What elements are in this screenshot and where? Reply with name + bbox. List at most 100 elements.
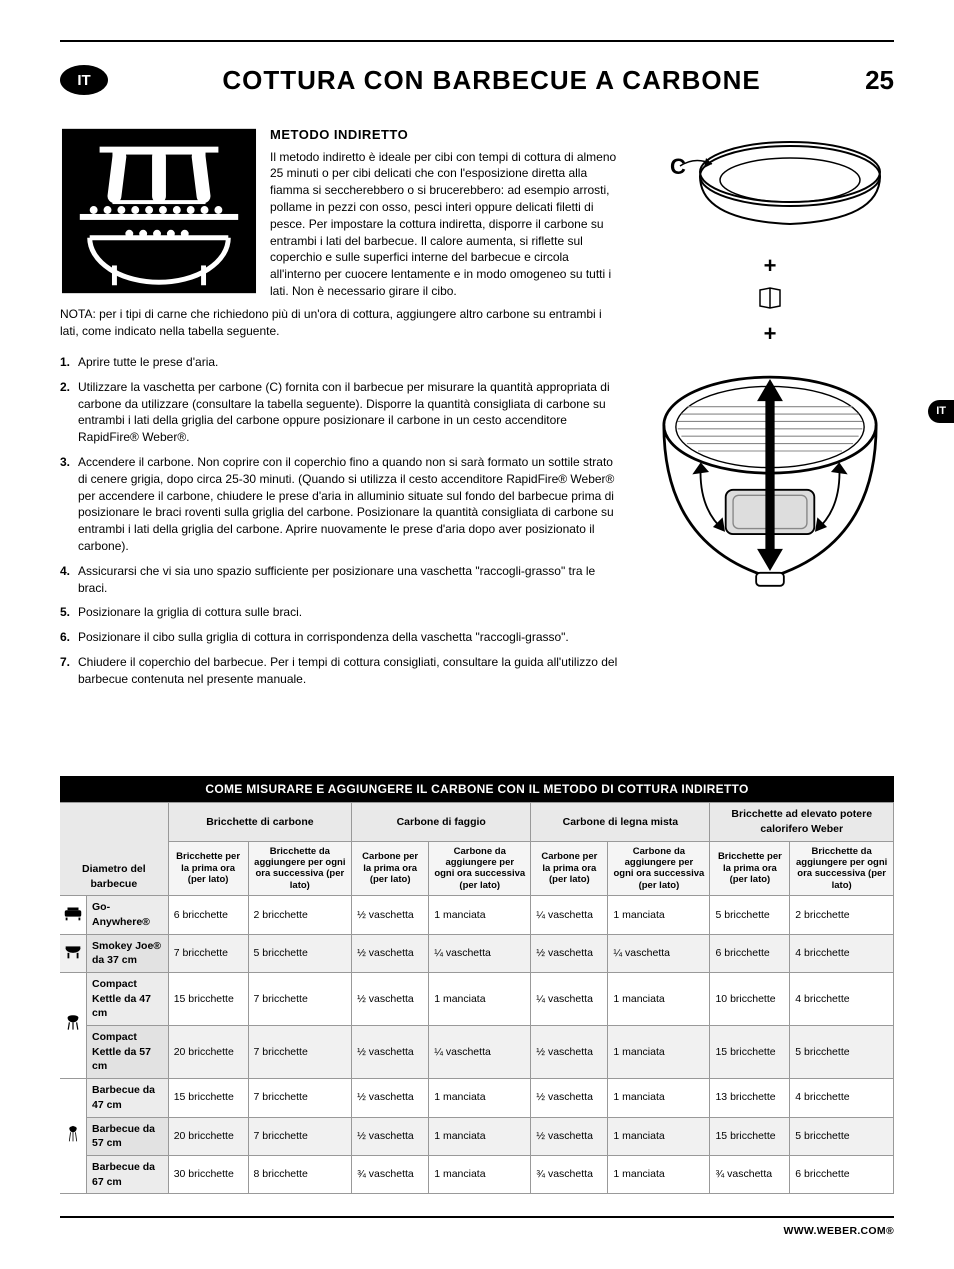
data-cell: ½ vaschetta (531, 934, 608, 972)
data-cell: 30 bricchette (168, 1155, 248, 1193)
charcoal-table: Diametro del barbecue Bricchette di carb… (60, 802, 894, 1194)
page-title: COTTURA CON BARBECUE A CARBONE (148, 62, 835, 98)
step-text: Posizionare il cibo sulla griglia di cot… (78, 629, 620, 646)
bbq-icon-cell (60, 934, 87, 972)
data-cell: ¾ vaschetta (531, 1155, 608, 1193)
data-cell: 10 bricchette (710, 973, 790, 1026)
step-3: 3.Accendere il carbone. Non coprire con … (60, 454, 620, 555)
data-cell: ½ vaschetta (352, 1117, 429, 1155)
sub-header: Bricchette da aggiungere per ogni ora su… (248, 841, 352, 896)
data-cell: ¾ vaschetta (710, 1155, 790, 1193)
data-cell: ½ vaschetta (531, 1026, 608, 1079)
data-cell: ¼ vaschetta (429, 1026, 531, 1079)
top-rule (60, 40, 894, 42)
method-illustration (60, 126, 258, 296)
model-cell: Barbecue da 47 cm (87, 1079, 169, 1117)
diagram-tray: C (640, 132, 900, 247)
bbq-icon-cell (60, 973, 87, 1079)
table-row: Barbecue da 57 cm 20 bricchette7 bricche… (60, 1117, 894, 1155)
data-cell: ½ vaschetta (352, 973, 429, 1026)
steps-list: 1.Aprire tutte le prese d'aria. 2.Utiliz… (60, 354, 620, 688)
data-cell: 4 bricchette (790, 1079, 894, 1117)
data-cell: 7 bricchette (248, 1026, 352, 1079)
sub-header: Carbone per la prima ora (per lato) (531, 841, 608, 896)
table-row: Compact Kettle da 57 cm 20 bricchette7 b… (60, 1026, 894, 1079)
data-cell: 4 bricchette (790, 934, 894, 972)
data-cell: 5 bricchette (710, 896, 790, 934)
step-text: Posizionare la griglia di cottura sulle … (78, 604, 620, 621)
data-cell: 1 manciata (429, 1079, 531, 1117)
data-cell: 6 bricchette (168, 896, 248, 934)
data-cell: 1 manciata (429, 896, 531, 934)
table-group-header: Diametro del barbecue Bricchette di carb… (60, 803, 894, 841)
data-cell: 15 bricchette (168, 1079, 248, 1117)
data-cell: 7 bricchette (168, 934, 248, 972)
data-cell: 15 bricchette (168, 973, 248, 1026)
step-7: 7.Chiudere il coperchio del barbecue. Pe… (60, 654, 620, 688)
data-cell: ¾ vaschetta (352, 1155, 429, 1193)
table-row: Barbecue da 47 cm 15 bricchette7 bricche… (60, 1079, 894, 1117)
sub-header: Carbone da aggiungere per ogni ora succe… (608, 841, 710, 896)
data-cell: ¼ vaschetta (429, 934, 531, 972)
left-column: METODO INDIRETTO Il metodo indiretto è i… (60, 126, 620, 695)
sub-header: Bricchette da aggiungere per ogni ora su… (790, 841, 894, 896)
step-number: 5. (60, 604, 78, 621)
model-cell: Barbecue da 67 cm (87, 1155, 169, 1193)
data-cell: 1 manciata (608, 1155, 710, 1193)
table-row: Go-Anywhere® 6 bricchette2 bricchette½ v… (60, 896, 894, 934)
data-cell: 5 bricchette (790, 1117, 894, 1155)
model-cell: Smokey Joe® da 37 cm (87, 934, 169, 972)
step-number: 4. (60, 563, 78, 597)
model-cell: Go-Anywhere® (87, 896, 169, 934)
model-cell: Barbecue da 57 cm (87, 1117, 169, 1155)
svg-text:C: C (670, 154, 686, 179)
data-cell: 13 bricchette (710, 1079, 790, 1117)
data-cell: ½ vaschetta (352, 896, 429, 934)
data-cell: 5 bricchette (790, 1026, 894, 1079)
table-title: COME MISURARE E AGGIUNGERE IL CARBONE CO… (60, 776, 894, 803)
right-column: C + + (640, 126, 900, 695)
data-cell: 1 manciata (608, 1117, 710, 1155)
data-cell: ½ vaschetta (531, 1117, 608, 1155)
page-number: 25 (865, 62, 894, 98)
data-cell: 20 bricchette (168, 1117, 248, 1155)
step-text: Aprire tutte le prese d'aria. (78, 354, 620, 371)
data-cell: 15 bricchette (710, 1026, 790, 1079)
data-cell: 1 manciata (429, 973, 531, 1026)
data-cell: 20 bricchette (168, 1026, 248, 1079)
group-header: Carbone di legna mista (531, 803, 710, 841)
table-sub-header: Bricchette per la prima ora (per lato) B… (60, 841, 894, 896)
data-cell: ¼ vaschetta (531, 896, 608, 934)
sub-header: Carbone da aggiungere per ogni ora succe… (429, 841, 531, 896)
sub-header: Bricchette per la prima ora (per lato) (710, 841, 790, 896)
data-cell: 1 manciata (608, 973, 710, 1026)
page-header: IT COTTURA CON BARBECUE A CARBONE 25 (60, 62, 894, 98)
model-cell: Compact Kettle da 47 cm (87, 973, 169, 1026)
group-header: Carbone di faggio (352, 803, 531, 841)
step-text: Assicurarsi che vi sia uno spazio suffic… (78, 563, 620, 597)
bbq-icon-cell (60, 1079, 87, 1194)
sub-header: Bricchette per la prima ora (per lato) (168, 841, 248, 896)
data-cell: 2 bricchette (248, 896, 352, 934)
data-cell: 2 bricchette (790, 896, 894, 934)
data-cell: 7 bricchette (248, 973, 352, 1026)
data-cell: 1 manciata (608, 1079, 710, 1117)
step-4: 4.Assicurarsi che vi sia uno spazio suff… (60, 563, 620, 597)
step-text: Chiudere il coperchio del barbecue. Per … (78, 654, 620, 688)
group-header: Bricchette di carbone (168, 803, 351, 841)
group-header: Bricchette ad elevato potere calorifero … (710, 803, 894, 841)
data-cell: 15 bricchette (710, 1117, 790, 1155)
data-cell: ¼ vaschetta (608, 934, 710, 972)
data-cell: 1 manciata (429, 1117, 531, 1155)
data-cell: 6 bricchette (710, 934, 790, 972)
data-cell: 8 bricchette (248, 1155, 352, 1193)
bbq-icon-cell (60, 896, 87, 934)
data-cell: 6 bricchette (790, 1155, 894, 1193)
diameter-header: Diametro del barbecue (60, 803, 168, 896)
data-cell: ½ vaschetta (352, 934, 429, 972)
side-language-tab: IT (928, 400, 954, 423)
step-number: 7. (60, 654, 78, 688)
step-text: Utilizzare la vaschetta per carbone (C) … (78, 379, 620, 446)
table-row: Barbecue da 67 cm 30 bricchette8 bricche… (60, 1155, 894, 1193)
data-cell: 1 manciata (608, 1026, 710, 1079)
